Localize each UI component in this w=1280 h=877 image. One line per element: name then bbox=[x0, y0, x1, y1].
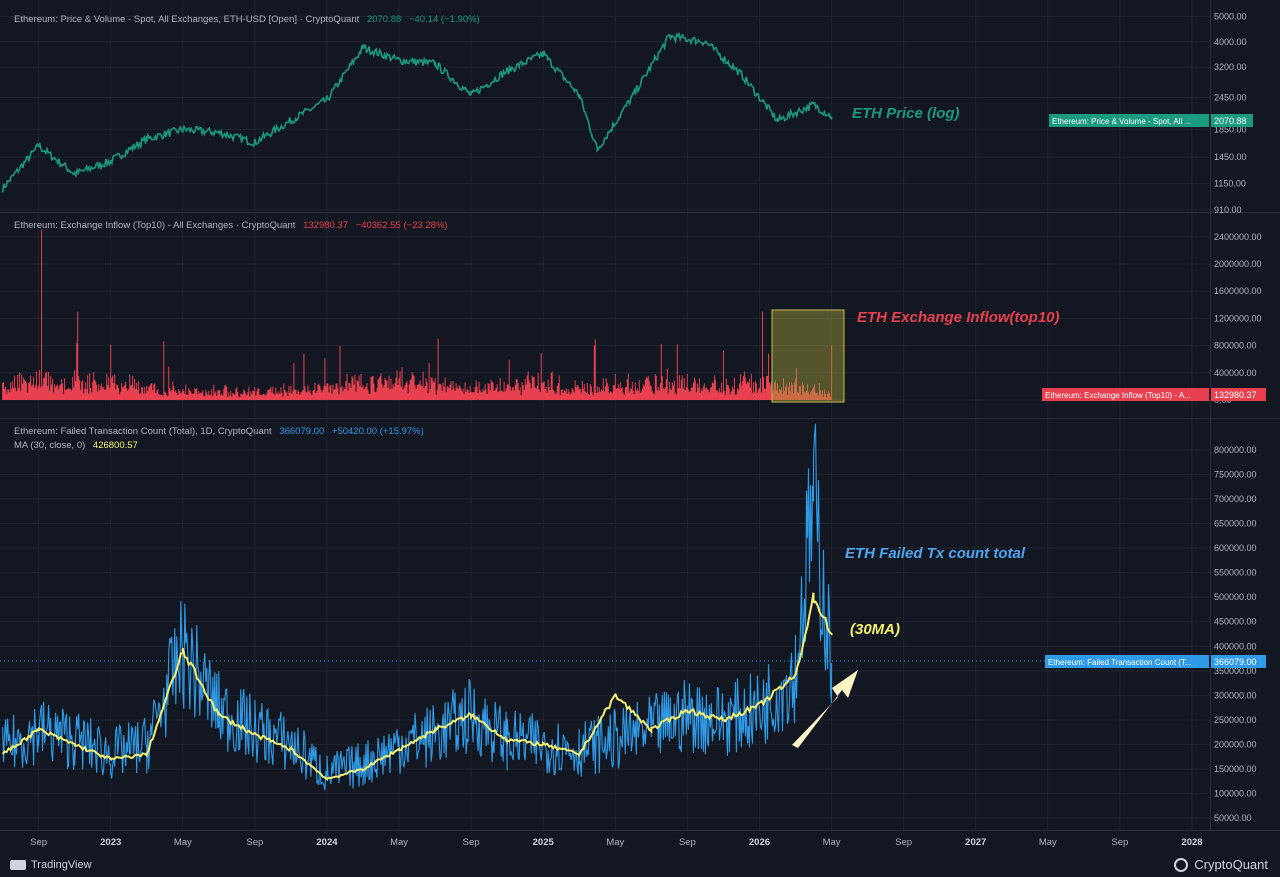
failed-axis-tick-label: 200000.00 bbox=[1214, 740, 1257, 750]
price-axis-tick-label: 1450.00 bbox=[1214, 152, 1247, 162]
time-axis-label: 2026 bbox=[749, 837, 770, 848]
failed-axis-tick-label: 800000.00 bbox=[1214, 445, 1257, 455]
time-axis-label: 2023 bbox=[100, 837, 121, 848]
price-legend-value: 2070.88 bbox=[366, 14, 402, 25]
ma-legend-name: MA (30, close, 0) bbox=[14, 440, 86, 451]
time-axis-label: May bbox=[1039, 837, 1057, 848]
failed-axis-tick-label: 600000.00 bbox=[1214, 543, 1257, 553]
time-axis-label: May bbox=[823, 837, 841, 848]
inflow-axis-tick-label: 2000000.00 bbox=[1214, 259, 1262, 269]
inflow-axis-ticks: 2400000.00 2000000.00 1600000.00 1200000.00… bbox=[1214, 232, 1262, 405]
price-legend-name: Ethereum: Price & Volume - Spot, All Exc… bbox=[14, 14, 360, 25]
failed-annotation: ETH Failed Tx count total bbox=[845, 545, 1026, 562]
cryptoquant-label: CryptoQuant bbox=[1194, 857, 1268, 872]
failed-label-tag: Ethereum: Failed Transaction Count (T...… bbox=[1045, 655, 1266, 668]
time-axis-label: Sep bbox=[463, 837, 480, 848]
inflow-axis-tick-label: 800000.00 bbox=[1214, 341, 1257, 351]
inflow-legend-change: −40362.55 (−23.28%) bbox=[355, 220, 448, 231]
failed-series bbox=[2, 423, 833, 791]
inflow-highlight-box bbox=[771, 309, 845, 403]
failed-axis-tick-label: 100000.00 bbox=[1214, 789, 1257, 799]
time-axis-label: Sep bbox=[895, 837, 912, 848]
failed-legend-change: +50420.00 (+15.97%) bbox=[331, 426, 424, 437]
inflow-legend[interactable]: Ethereum: Exchange Inflow (Top10) - All … bbox=[14, 220, 453, 231]
time-axis-label: May bbox=[390, 837, 408, 848]
ma-series bbox=[1, 592, 833, 782]
trend-arrow bbox=[792, 670, 858, 748]
price-axis-tick-label: 1850.00 bbox=[1214, 124, 1247, 134]
failed-axis-tick-label: 150000.00 bbox=[1214, 764, 1257, 774]
time-axis-label: May bbox=[606, 837, 624, 848]
price-legend[interactable]: Ethereum: Price & Volume - Spot, All Exc… bbox=[14, 14, 485, 25]
failed-axis-tick-label: 550000.00 bbox=[1214, 568, 1257, 578]
failed-legend-name: Ethereum: Failed Transaction Count (Tota… bbox=[14, 426, 272, 437]
ma-legend[interactable]: MA (30, close, 0) 426800.57 bbox=[14, 440, 143, 451]
price-series bbox=[1, 31, 833, 193]
price-axis-tick-label: 5000.00 bbox=[1214, 11, 1247, 21]
tradingview-logo-icon bbox=[10, 860, 26, 870]
failed-tx-line bbox=[2, 423, 833, 791]
inflow-last-value: 132980.37 bbox=[1214, 390, 1257, 400]
time-axis-label: Sep bbox=[1111, 837, 1128, 848]
failed-axis-tick-label: 250000.00 bbox=[1214, 715, 1257, 725]
failed-axis-tick-label: 400000.00 bbox=[1214, 641, 1257, 651]
tradingview-brand[interactable]: TradingView bbox=[10, 859, 92, 871]
time-axis-label: Sep bbox=[679, 837, 696, 848]
price-axis-tick-label: 4000.00 bbox=[1214, 37, 1247, 47]
price-axis-tick-label: 2450.00 bbox=[1214, 92, 1247, 102]
inflow-axis-tick-label: 1200000.00 bbox=[1214, 313, 1262, 323]
inflow-series bbox=[2, 230, 833, 400]
time-axis-label: 2024 bbox=[316, 837, 338, 848]
failed-last-value: 366079.00 bbox=[1214, 657, 1257, 667]
time-axis-label: May bbox=[174, 837, 192, 848]
failed-legend-value: 366079.00 bbox=[279, 426, 325, 437]
time-axis-label: Sep bbox=[246, 837, 263, 848]
cryptoquant-logo-icon bbox=[1174, 857, 1189, 872]
failed-label-tag-text: Ethereum: Failed Transaction Count (T... bbox=[1048, 658, 1192, 667]
inflow-annotation: ETH Exchange Inflow(top10) bbox=[857, 309, 1060, 326]
inflow-axis-tick-label: 2400000.00 bbox=[1214, 232, 1262, 242]
ma-line bbox=[1, 592, 833, 782]
failed-axis-tick-label: 700000.00 bbox=[1214, 494, 1257, 504]
ma-annotation: (30MA) bbox=[850, 621, 900, 638]
price-last-value: 2070.88 bbox=[1214, 116, 1247, 126]
inflow-label-tag-text: Ethereum: Exchange Inflow (Top10) - A... bbox=[1045, 391, 1191, 400]
price-axis-tick-label: 3200.00 bbox=[1214, 62, 1247, 72]
failed-axis-tick-label: 450000.00 bbox=[1214, 617, 1257, 627]
price-axis-tick-label: 910.00 bbox=[1214, 205, 1242, 215]
failed-axis-tick-label: 750000.00 bbox=[1214, 469, 1257, 479]
inflow-axis-tick-label: 1600000.00 bbox=[1214, 286, 1262, 296]
price-label-tag-text: Ethereum: Price & Volume - Spot, All ... bbox=[1052, 117, 1191, 126]
failed-axis-tick-label: 650000.00 bbox=[1214, 518, 1257, 528]
inflow-bars bbox=[2, 230, 833, 400]
inflow-label-tag: Ethereum: Exchange Inflow (Top10) - A...… bbox=[1042, 388, 1266, 401]
time-axis-label: Sep bbox=[30, 837, 47, 848]
time-axis-label: 2027 bbox=[965, 837, 986, 848]
failed-legend[interactable]: Ethereum: Failed Transaction Count (Tota… bbox=[14, 426, 429, 437]
inflow-axis-tick-label: 400000.00 bbox=[1214, 368, 1257, 378]
inflow-legend-value: 132980.37 bbox=[303, 220, 349, 231]
inflow-legend-name: Ethereum: Exchange Inflow (Top10) - All … bbox=[14, 220, 296, 231]
price-label-tag: Ethereum: Price & Volume - Spot, All ...… bbox=[1049, 114, 1253, 127]
failed-axis-ticks: 800000.00 750000.00 700000.00 650000.00 6000… bbox=[1214, 445, 1257, 823]
failed-axis-tick-label: 500000.00 bbox=[1214, 592, 1257, 602]
failed-axis-tick-label: 300000.00 bbox=[1214, 690, 1257, 700]
time-axis-label: 2028 bbox=[1181, 837, 1202, 848]
failed-axis-tick-label: 50000.00 bbox=[1214, 813, 1252, 823]
tradingview-label: TradingView bbox=[31, 859, 92, 871]
ma-legend-value: 426800.57 bbox=[92, 440, 138, 451]
price-legend-change: −40.14 (−1.90%) bbox=[408, 14, 480, 25]
grid-lines bbox=[0, 0, 1210, 830]
price-axis-tick-label: 1150.00 bbox=[1214, 178, 1246, 188]
time-axis-ticks: Sep 2023 May Sep 2024 May Sep 2025 May Sep 2026 May… bbox=[30, 837, 1202, 848]
price-axis-ticks: 5000.00 4000.00 3200.00 2450.00 1850.00 1450.… bbox=[1214, 11, 1247, 215]
price-annotation: ETH Price (log) bbox=[852, 105, 960, 122]
cryptoquant-brand[interactable]: CryptoQuant bbox=[1174, 857, 1268, 872]
price-line bbox=[1, 31, 833, 193]
time-axis-label: 2025 bbox=[533, 837, 555, 848]
failed-axis-tick-label: 350000.00 bbox=[1214, 666, 1257, 676]
